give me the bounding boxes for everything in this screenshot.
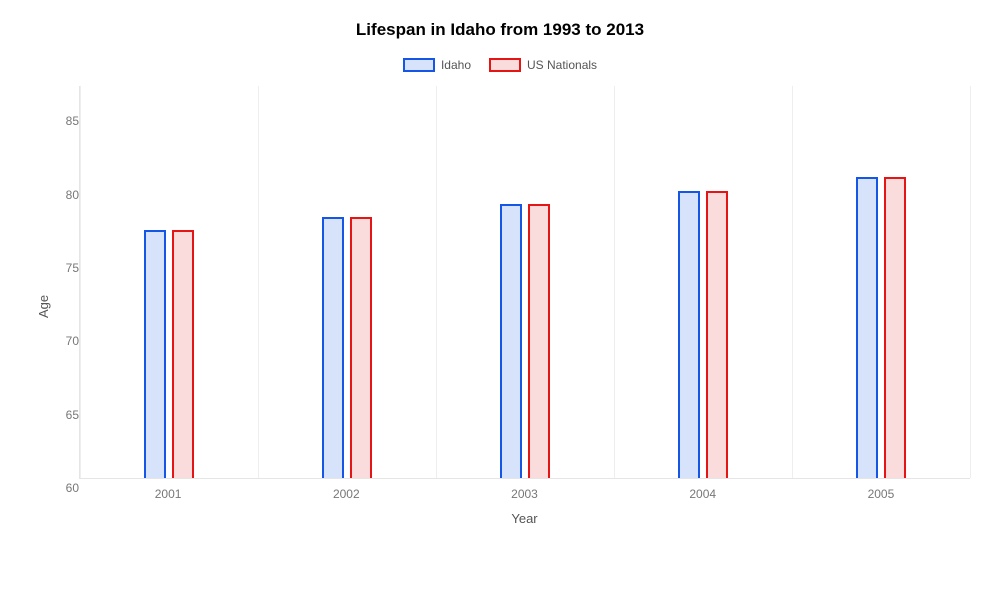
gridline-vertical (80, 86, 81, 478)
x-tick: 2002 (257, 487, 435, 501)
x-tick: 2005 (792, 487, 970, 501)
gridline-vertical (258, 86, 259, 478)
bar (322, 217, 344, 478)
plot (79, 86, 970, 479)
bar (144, 230, 166, 478)
y-axis: 858075706560 (51, 86, 79, 526)
legend-item-idaho: Idaho (403, 58, 471, 72)
x-tick: 2004 (614, 487, 792, 501)
gridline-vertical (436, 86, 437, 478)
gridline-vertical (792, 86, 793, 478)
legend-label-idaho: Idaho (441, 58, 471, 72)
bar (884, 177, 906, 478)
chart-title: Lifespan in Idaho from 1993 to 2013 (30, 20, 970, 40)
legend-swatch-idaho (403, 58, 435, 72)
legend-item-us: US Nationals (489, 58, 597, 72)
bar (706, 191, 728, 478)
bar (172, 230, 194, 478)
plot-area: Age 858075706560 20012002200320042005 Ye… (30, 86, 970, 526)
gridline-vertical (970, 86, 971, 478)
gridline-vertical (614, 86, 615, 478)
bar (500, 204, 522, 478)
legend-swatch-us (489, 58, 521, 72)
bar (350, 217, 372, 478)
bar-groups (80, 86, 970, 478)
bar-group (614, 86, 792, 478)
y-axis-label: Age (30, 86, 51, 526)
bar-group (80, 86, 258, 478)
x-axis: 20012002200320042005 (79, 479, 970, 501)
x-tick: 2001 (79, 487, 257, 501)
legend: Idaho US Nationals (30, 58, 970, 72)
bar (528, 204, 550, 478)
x-tick: 2003 (435, 487, 613, 501)
bar (678, 191, 700, 478)
bar-group (792, 86, 970, 478)
bar-group (258, 86, 436, 478)
bar-group (436, 86, 614, 478)
x-axis-label: Year (79, 511, 970, 526)
bar (856, 177, 878, 478)
legend-label-us: US Nationals (527, 58, 597, 72)
chart-container: Lifespan in Idaho from 1993 to 2013 Idah… (0, 0, 1000, 600)
